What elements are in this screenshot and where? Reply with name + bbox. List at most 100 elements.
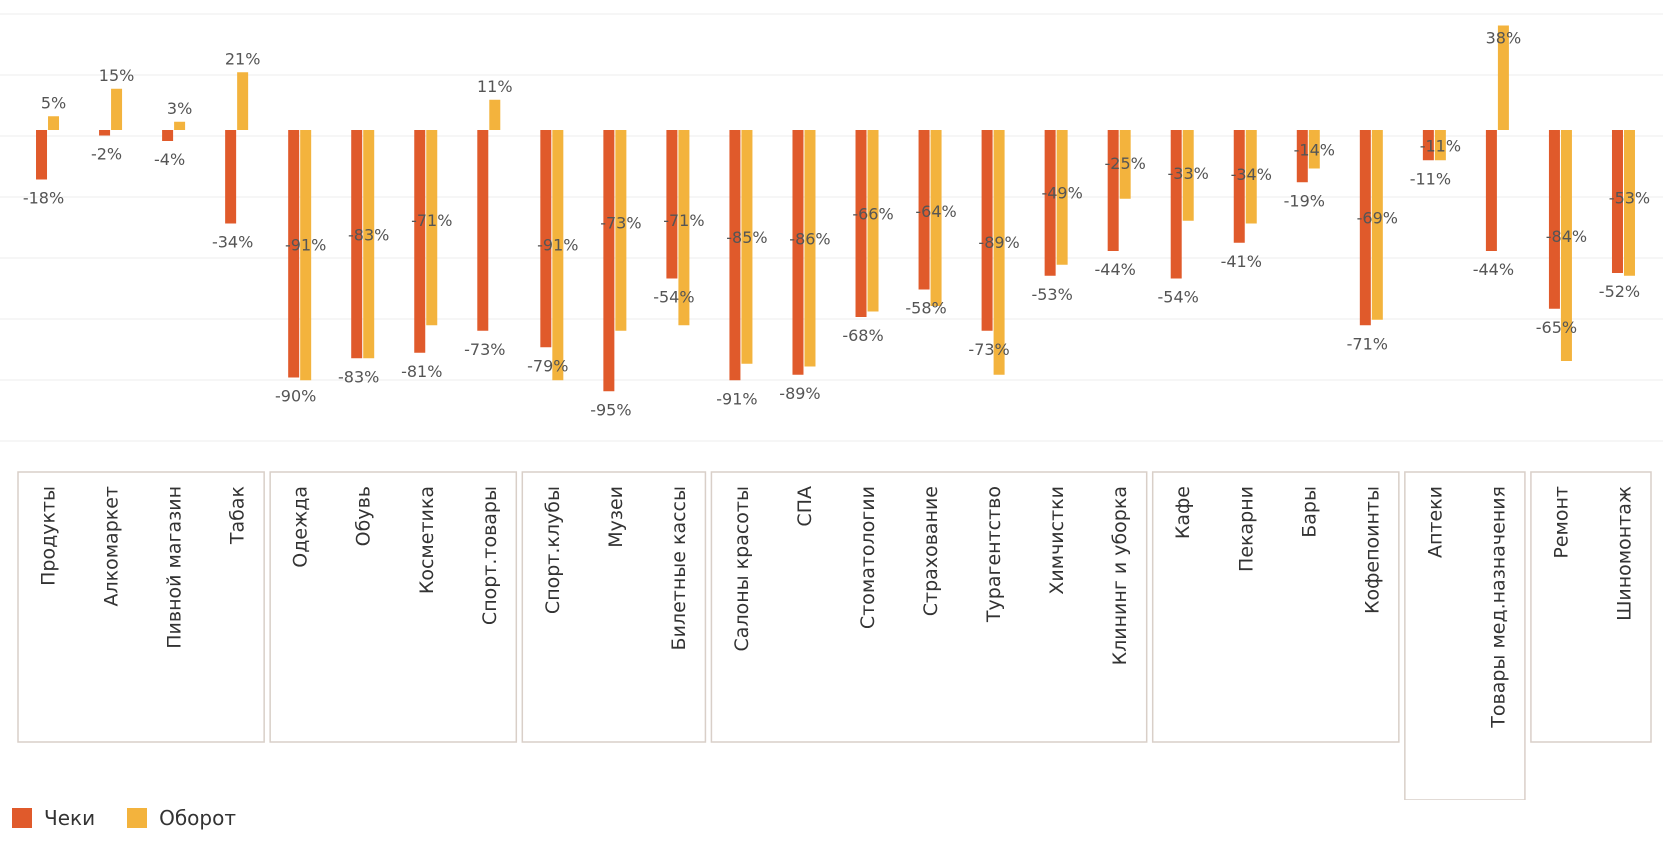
bar-turnover: [48, 116, 60, 130]
bar-checks: [603, 130, 615, 392]
data-label-turnover: -69%: [1357, 208, 1398, 227]
data-label-checks: -83%: [338, 367, 379, 386]
data-label-checks: -91%: [716, 389, 757, 408]
bar-checks: [1107, 130, 1119, 251]
category-group-box: [1151, 471, 1400, 743]
category-label: Шиномонтаж: [1613, 486, 1635, 621]
data-label-checks: -81%: [401, 362, 442, 381]
bar-checks: [666, 130, 678, 279]
data-label-checks: -19%: [1284, 191, 1325, 210]
data-label-checks: -41%: [1221, 252, 1262, 271]
category-group-box: [269, 471, 518, 743]
bar-checks: [1170, 130, 1182, 279]
category-label: Обувь: [353, 486, 375, 546]
data-label-turnover: -91%: [537, 236, 578, 255]
gridlines: [0, 13, 1663, 442]
data-label-turnover: -33%: [1168, 164, 1209, 183]
data-label-turnover: -84%: [1546, 227, 1587, 246]
bar-turnover: [993, 130, 1005, 375]
bar-turnover: [615, 130, 627, 331]
data-label-checks: -90%: [275, 387, 316, 406]
data-label-checks: -11%: [1410, 169, 1451, 188]
legend: Чеки Оборот: [12, 806, 268, 830]
data-label-turnover: -91%: [285, 236, 326, 255]
bar-turnover: [741, 130, 753, 364]
category-label: Химчистки: [1046, 486, 1068, 595]
data-label-checks: -65%: [1536, 318, 1577, 337]
data-label-turnover: 21%: [225, 49, 261, 68]
bar-turnover: [1434, 130, 1446, 161]
category-label: Пекарни: [1235, 486, 1257, 572]
bar-checks: [162, 130, 174, 141]
bar-turnover: [1245, 130, 1257, 224]
data-label-turnover: -71%: [663, 211, 704, 230]
bar-turnover: [867, 130, 879, 312]
category-label: Музеи: [605, 486, 627, 548]
category-label: Табак: [227, 486, 249, 545]
bar-checks: [1485, 130, 1497, 251]
bar-turnover: [678, 130, 690, 326]
category-group-box: [1530, 471, 1652, 743]
bar-turnover: [363, 130, 375, 359]
category-label: Товары мед.назначения: [1487, 486, 1509, 729]
category-label: Стоматологии: [857, 486, 879, 629]
category-group-box: [1404, 471, 1526, 800]
bar-checks: [1359, 130, 1371, 326]
legend-item-turnover: Оборот: [127, 806, 236, 830]
data-label-checks: -89%: [779, 384, 820, 403]
data-label-checks: -53%: [1031, 285, 1072, 304]
category-label: Одежда: [290, 486, 312, 568]
data-label-checks: -44%: [1095, 260, 1136, 279]
bar-checks: [1422, 130, 1434, 161]
bar-checks: [351, 130, 363, 359]
data-label-checks: -54%: [653, 288, 694, 307]
data-label-turnover: -83%: [348, 226, 389, 245]
category-label: Турагентство: [983, 486, 1005, 623]
bar-turnover: [174, 121, 186, 130]
category-label: Бары: [1298, 486, 1320, 538]
bar-checks: [477, 130, 489, 331]
data-label-checks: -2%: [91, 145, 122, 164]
bar-turnover: [1560, 130, 1572, 361]
bar-turnover: [1497, 25, 1509, 130]
legend-swatch-turnover: [127, 808, 148, 828]
bar-checks: [414, 130, 426, 353]
bar-checks: [1044, 130, 1056, 276]
category-label: Билетные кассы: [668, 486, 690, 650]
legend-item-checks: Чеки: [12, 806, 95, 830]
bar-checks: [1611, 130, 1623, 273]
legend-label-turnover: Оборот: [159, 806, 236, 830]
data-label-checks: -71%: [1347, 334, 1388, 353]
category-label: Кофепоинты: [1361, 486, 1383, 614]
category-label: Клининг и уборка: [1109, 486, 1131, 665]
category-label: Кафе: [1172, 486, 1194, 539]
category-label: Спорт.товары: [479, 486, 501, 625]
bar-turnover: [426, 130, 438, 326]
category-group-box: [17, 471, 265, 743]
data-label-turnover: -53%: [1609, 189, 1650, 208]
data-label-turnover: -49%: [1041, 184, 1082, 203]
data-label-turnover: -86%: [789, 229, 830, 248]
legend-swatch-checks: [12, 808, 32, 828]
data-label-checks: -68%: [842, 326, 883, 345]
category-label: Косметика: [416, 486, 438, 594]
bar-checks: [981, 130, 993, 331]
category-group-box: [521, 471, 707, 743]
bar-checks: [1296, 130, 1308, 183]
category-label: Алкомаркет: [101, 486, 123, 607]
bar-checks: [1233, 130, 1245, 243]
bar-turnover: [1056, 130, 1068, 265]
category-label: Пивной магазин: [164, 486, 186, 649]
bar-turnover: [111, 88, 123, 130]
data-label-checks: -79%: [527, 356, 568, 375]
bar-checks: [540, 130, 552, 348]
bar-checks: [729, 130, 741, 381]
bar-checks: [855, 130, 867, 317]
bar-turnover: [930, 130, 942, 306]
data-label-checks: -52%: [1599, 282, 1640, 301]
bar-checks: [36, 130, 48, 180]
data-label-checks: -95%: [590, 400, 631, 419]
legend-label-checks: Чеки: [44, 806, 96, 830]
bar-turnover: [237, 72, 249, 130]
data-label-checks: -34%: [212, 233, 253, 252]
